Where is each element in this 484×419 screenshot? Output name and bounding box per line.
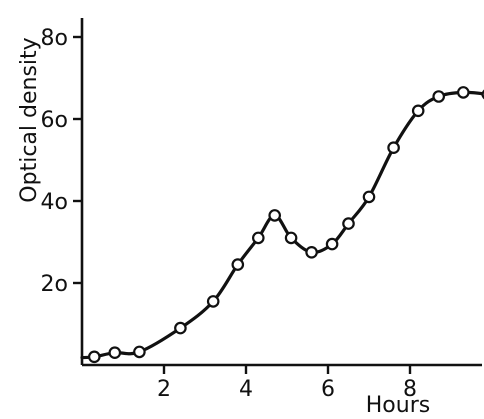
series [80, 86, 484, 364]
data-point [268, 209, 281, 222]
x-axis-title: Hours [366, 393, 430, 418]
data-point [411, 104, 425, 118]
data-point [174, 321, 187, 335]
data-point [88, 350, 101, 364]
y-tick-label: 4o [41, 190, 68, 215]
x-tick-label: 2 [157, 377, 171, 402]
x-tick-label: 6 [321, 377, 335, 402]
data-point [251, 231, 265, 245]
data-point [206, 295, 220, 308]
x-tick-label: 4 [239, 377, 253, 402]
ticks [73, 35, 412, 374]
y-axis-title: Optical density [17, 37, 42, 202]
axes [80, 18, 482, 367]
data-point [305, 246, 318, 259]
series-line [80, 90, 484, 360]
labels: 2 4 6 8 2o 4o 6o 8o Hours Optical density [17, 26, 430, 418]
data-point [362, 190, 376, 204]
data-point [387, 141, 400, 154]
data-point [432, 90, 445, 103]
y-tick-label: 2o [41, 272, 68, 297]
data-point [133, 345, 146, 359]
data-point [284, 231, 298, 245]
data-point [325, 237, 339, 251]
data-point [231, 258, 245, 271]
data-point [342, 217, 355, 230]
data-point [108, 346, 122, 359]
y-tick-label: 6o [41, 108, 68, 133]
data-point [456, 86, 470, 99]
y-tick-label: 8o [41, 26, 68, 51]
x-tick-label: 8 [403, 377, 417, 402]
